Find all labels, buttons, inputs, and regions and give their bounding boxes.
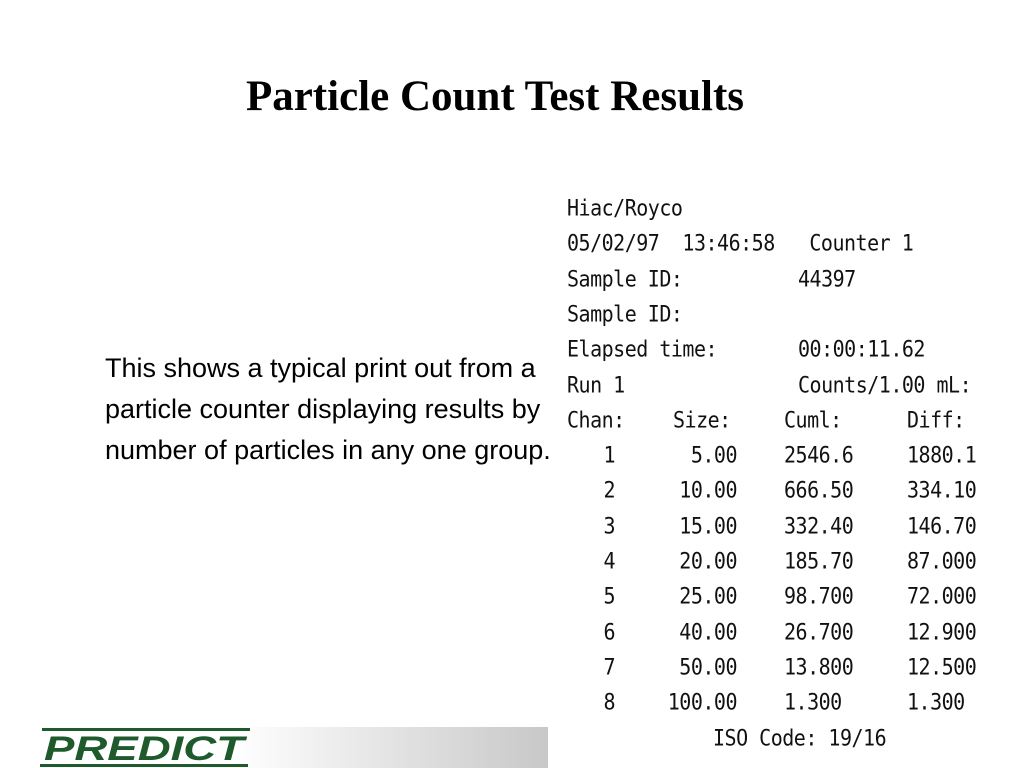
table-cell-cuml: 13.800 [784, 653, 854, 681]
table-cell-size: 25.00 [679, 583, 737, 610]
table-cell-cuml: 98.700 [784, 583, 854, 610]
table-cell-size: 50.00 [679, 653, 737, 681]
table-cell-size: 15.00 [679, 512, 737, 539]
table-cell-cuml: 26.700 [784, 618, 854, 645]
table-cell-chan: 8 [603, 688, 615, 716]
table-cell-diff: 1.300 [907, 688, 965, 716]
table-cell-diff: 146.70 [907, 512, 977, 539]
printout-line: 05/02/97 13:46:58 Counter 1 [567, 229, 914, 257]
svg-text:PREDICT: PREDICT [44, 730, 248, 768]
table-cell-diff: 12.500 [907, 653, 977, 681]
table-cell-diff: 72.000 [907, 583, 977, 610]
table-cell-size: 5.00 [690, 441, 738, 469]
table-header: Chan: [567, 406, 625, 433]
slide-title: Particle Count Test Results [245, 73, 745, 120]
table-cell-cuml: 666.50 [784, 477, 854, 504]
predict-logo: PREDICT [40, 728, 250, 768]
slide-description: This shows a typical print out from a pa… [105, 353, 551, 465]
table-cell-cuml: 332.40 [784, 512, 854, 539]
table-cell-chan: 7 [603, 653, 615, 681]
table-cell-chan: 5 [603, 583, 615, 610]
printout-line: Sample ID: [567, 265, 683, 292]
table-cell-cuml: 1.300 [784, 688, 842, 716]
table-cell-size: 20.00 [679, 547, 737, 575]
table-cell-cuml: 185.70 [784, 547, 854, 575]
table-cell-diff: 12.900 [907, 618, 977, 645]
footer-gradient-bar [233, 727, 548, 768]
printout-line-value: 44397 [798, 265, 856, 292]
table-header: Size: [673, 406, 731, 433]
printout-line: Elapsed time: [567, 335, 718, 363]
iso-code: ISO Code: 19/16 [713, 724, 887, 751]
printout-line-value: 00:00:11.62 [798, 335, 925, 363]
table-cell-size: 40.00 [679, 618, 737, 645]
printout-line-value: Counts/1.00 mL: [798, 371, 972, 398]
table-cell-chan: 4 [603, 547, 615, 575]
table-cell-size: 100.00 [667, 688, 738, 716]
table-header: Diff: [907, 406, 965, 433]
table-cell-chan: 3 [603, 512, 615, 539]
table-cell-chan: 2 [603, 477, 615, 504]
table-cell-chan: 1 [603, 441, 615, 469]
table-cell-diff: 87.000 [907, 547, 977, 575]
table-cell-cuml: 2546.6 [784, 441, 854, 469]
table-cell-diff: 334.10 [907, 477, 977, 504]
table-header: Cuml: [784, 406, 842, 433]
table-cell-diff: 1880.1 [907, 441, 977, 469]
table-cell-size: 10.00 [679, 477, 737, 504]
printout-line: Run 1 [567, 371, 625, 398]
table-cell-chan: 6 [603, 618, 615, 645]
printout-line: Hiac/Royco [567, 194, 683, 221]
printout-line: Sample ID: [567, 300, 683, 327]
